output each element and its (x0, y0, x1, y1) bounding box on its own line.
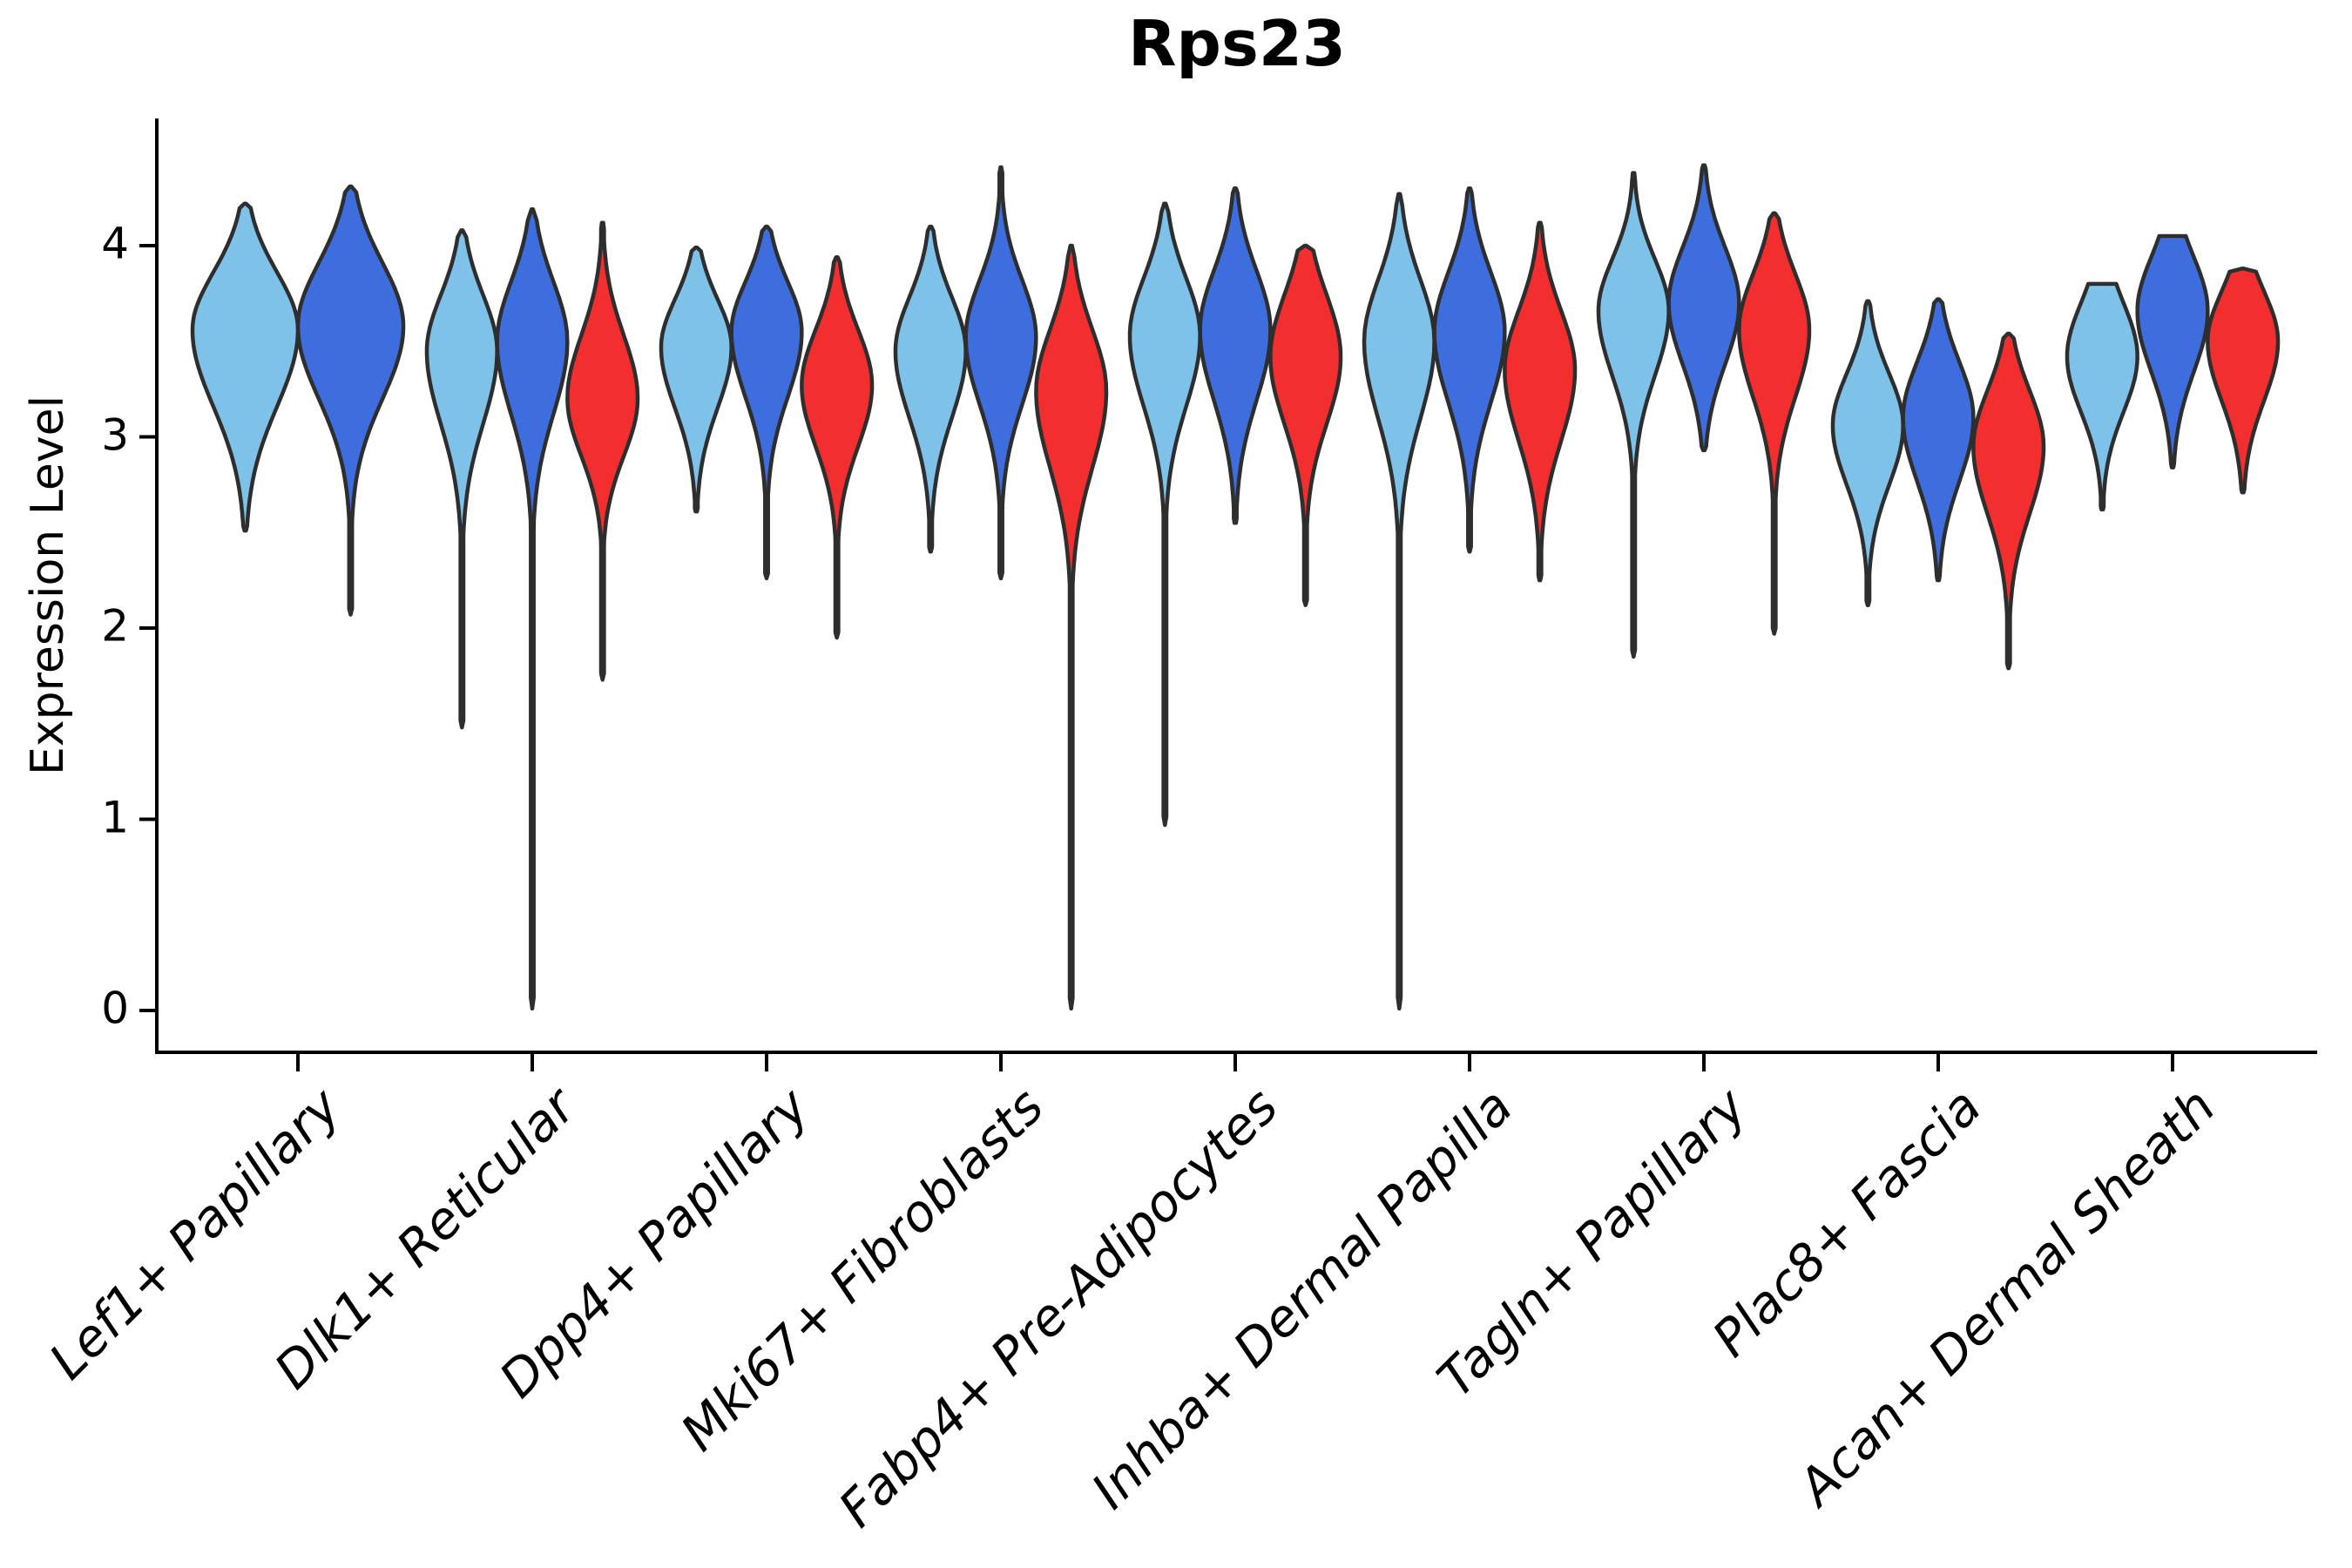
y-tick-label: 0 (101, 983, 129, 1034)
violin-dark-blue (729, 224, 804, 581)
violin-red (800, 254, 875, 640)
violin-red (1034, 243, 1109, 1011)
violin-dark-blue (1666, 163, 1741, 453)
violin-red (1971, 331, 2046, 671)
violin-red (1268, 243, 1343, 607)
y-tick-label: 4 (101, 218, 129, 269)
violin-light-blue (1596, 171, 1671, 659)
violin-red (1737, 211, 1812, 636)
y-tick-label: 1 (101, 792, 129, 843)
violin-dark-blue (495, 207, 570, 1011)
violin-dark-blue (1198, 186, 1273, 525)
violin-light-blue (1830, 299, 1905, 607)
violin-dark-blue (1901, 297, 1976, 583)
violin-light-blue (1127, 201, 1202, 828)
y-tick-label: 3 (101, 409, 129, 461)
violin-dark-blue (1432, 186, 1507, 554)
violin-light-blue (1362, 192, 1436, 1011)
violin-light-blue (893, 224, 968, 554)
violin-light-blue (2065, 281, 2139, 512)
chart-title: Rps23 (1127, 7, 1347, 80)
violin-light-blue (659, 245, 733, 514)
violin-dark-blue (2135, 233, 2210, 470)
y-tick-label: 2 (101, 600, 129, 652)
violin-dark-blue (963, 165, 1038, 581)
violin-red (2206, 267, 2281, 495)
violin-light-blue (424, 228, 499, 730)
violin-red (1503, 220, 1578, 583)
violin-dark-blue (295, 184, 406, 617)
violin-light-blue (190, 201, 301, 533)
violin-red (565, 220, 640, 682)
